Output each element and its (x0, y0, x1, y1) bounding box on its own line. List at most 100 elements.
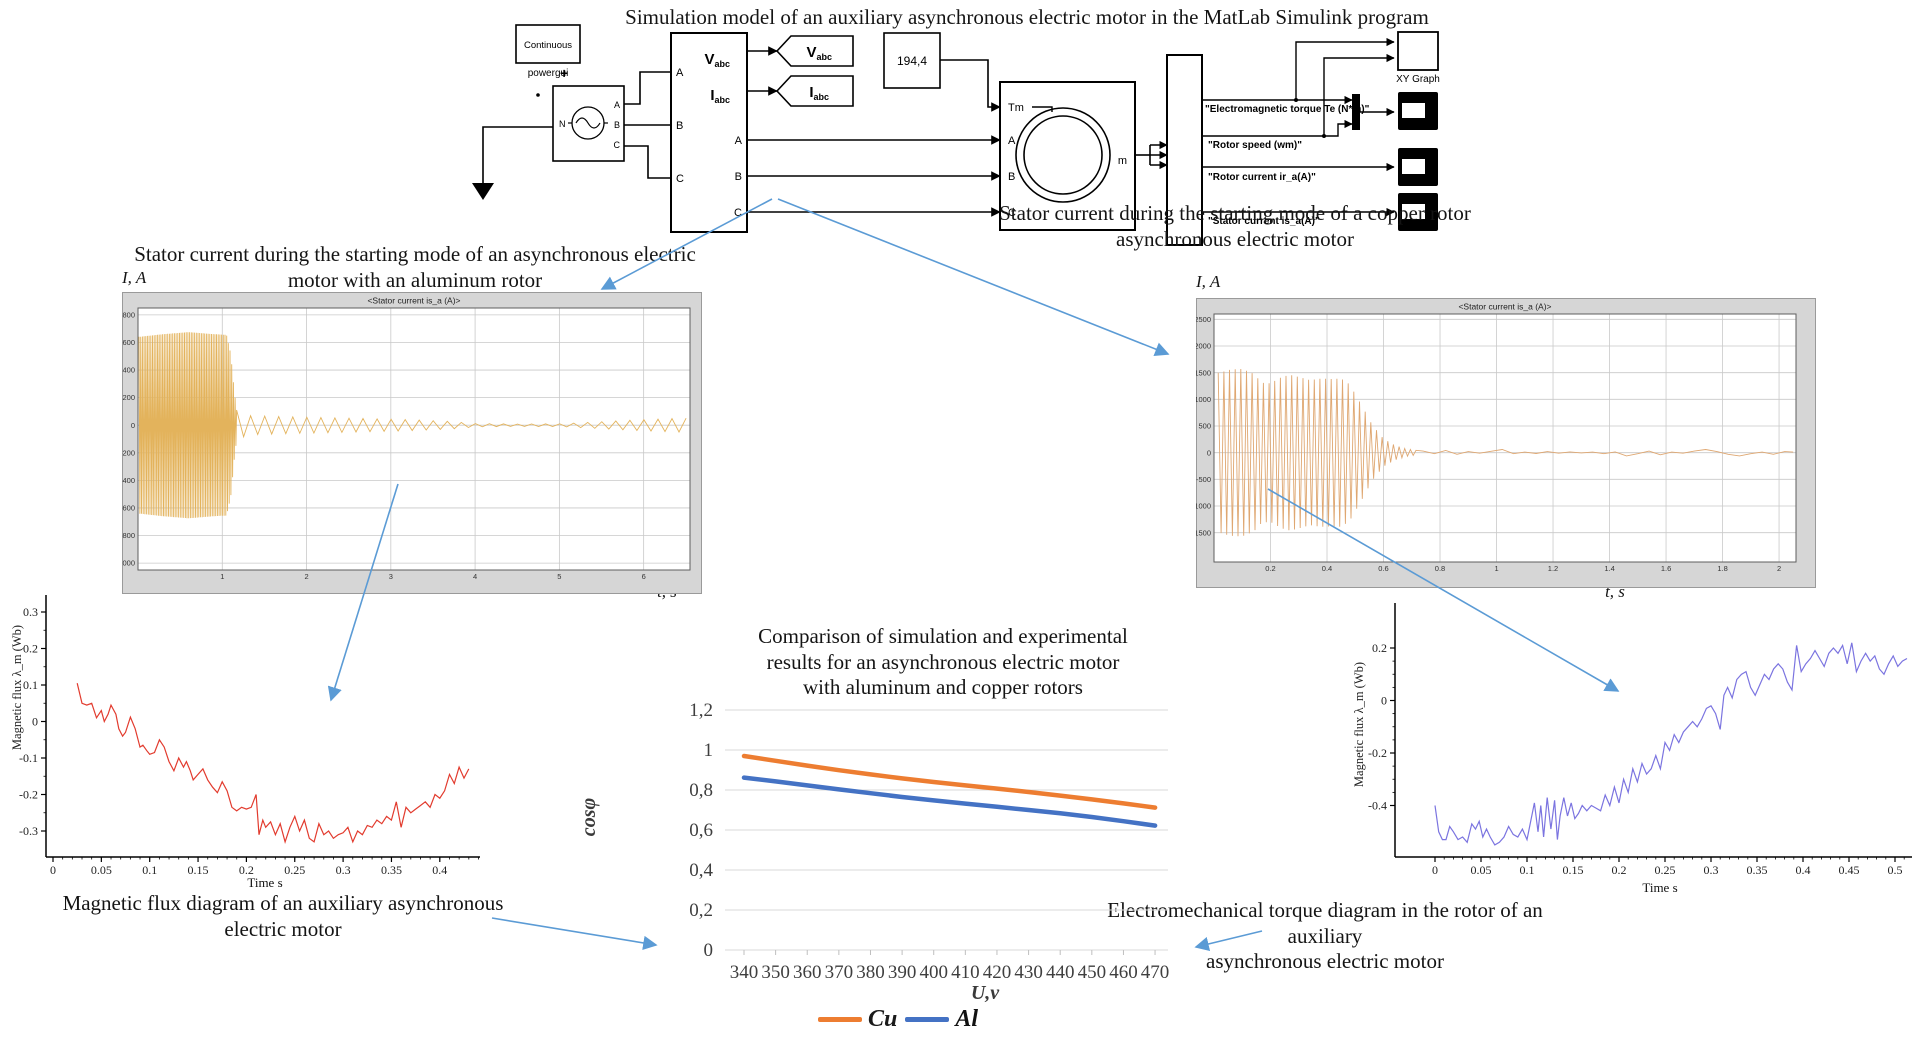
svg-text:0.1: 0.1 (1520, 863, 1535, 877)
svg-text:200: 200 (122, 393, 135, 402)
svg-text:1: 1 (1494, 564, 1498, 573)
svg-text:440: 440 (1046, 962, 1075, 983)
svg-text:C: C (734, 207, 742, 219)
svg-text:N: N (559, 119, 566, 129)
svg-text:0.35: 0.35 (1747, 863, 1768, 877)
svg-text:0.2: 0.2 (239, 863, 254, 877)
wire-a (624, 71, 671, 105)
svg-text:XY Graph: XY Graph (1396, 74, 1440, 85)
svg-text:C: C (676, 173, 684, 185)
svg-text:-0.3: -0.3 (19, 824, 38, 838)
right-scope-ylabel: I, A (1196, 272, 1221, 291)
svg-text:1,2: 1,2 (689, 700, 713, 721)
left-scope-ylabel: I, A (122, 268, 147, 287)
scope-block-1 (1398, 92, 1438, 130)
svg-text:0.3: 0.3 (23, 605, 38, 619)
al-line-swatch (905, 1017, 950, 1022)
svg-text:0.2: 0.2 (1265, 564, 1275, 573)
svg-text:-0.2: -0.2 (19, 788, 38, 802)
svg-text:0.45: 0.45 (1839, 863, 1860, 877)
legend-item-cu: Cu (818, 1006, 897, 1033)
ground-symbol (472, 126, 553, 200)
goto-iabc-tag: Iabc (775, 75, 854, 107)
svg-text:410: 410 (951, 962, 980, 983)
svg-text:-0.1: -0.1 (19, 751, 38, 765)
svg-text:450: 450 (1078, 962, 1107, 983)
svg-text:-1500: -1500 (1196, 528, 1211, 537)
scope-block-3 (1398, 193, 1438, 231)
svg-text:Iabc: Iabc (809, 84, 829, 102)
svg-text:0.2: 0.2 (1372, 641, 1387, 655)
xy-graph-block: XY Graph (1396, 31, 1440, 85)
signal-label-ir: "Rotor current ir_a(A)" (1208, 172, 1316, 183)
flux-chart: 0.3 0.2 0.1 0 -0.1 -0.2 -0.3 0 0.05 0.1 0.15 0.2 0.2… (19, 595, 480, 877)
svg-text:430: 430 (1014, 962, 1043, 983)
svg-text:Iabc: Iabc (710, 87, 730, 105)
legend-label-al: Al (955, 1006, 979, 1032)
svg-text:2: 2 (1777, 564, 1781, 573)
svg-text:0,4: 0,4 (689, 860, 713, 881)
svg-text:0.4: 0.4 (1796, 863, 1811, 877)
wires-motor-bus (1135, 140, 1168, 170)
svg-text:0.25: 0.25 (284, 863, 305, 877)
svg-text:1.8: 1.8 (1717, 564, 1727, 573)
mux-block (1352, 94, 1360, 130)
right-scope-chart: 2500 2000 1500 1000 500 0 -500 -1000 -1500 0.2 0.4… (1196, 298, 1816, 588)
scope-block-2 (1398, 148, 1438, 186)
svg-text:Continuous: Continuous (524, 40, 572, 51)
svg-text:6: 6 (642, 572, 646, 581)
torque-xlabel: Time s (1642, 880, 1678, 895)
svg-text:0.5: 0.5 (1888, 863, 1903, 877)
svg-text:0: 0 (131, 421, 135, 430)
caption-flux: Magnetic flux diagram of an auxiliary as… (62, 891, 504, 941)
svg-text:3: 3 (389, 572, 393, 581)
svg-text:Vabc: Vabc (704, 51, 730, 69)
legend-label-cu: Cu (868, 1006, 898, 1032)
svg-text:0.35: 0.35 (381, 863, 402, 877)
svg-text:400: 400 (122, 366, 135, 375)
torque-ylabel: Magnetic flux λ_m (Wb) (1352, 661, 1366, 788)
svg-text:1.4: 1.4 (1604, 564, 1614, 573)
powergui-block: Continuous powergui (515, 24, 581, 79)
svg-text:0.8: 0.8 (1435, 564, 1445, 573)
svg-text:0.15: 0.15 (1563, 863, 1584, 877)
svg-text:2000: 2000 (1196, 342, 1211, 351)
svg-text:1.6: 1.6 (1661, 564, 1671, 573)
svg-text:0.2: 0.2 (1612, 863, 1627, 877)
svg-text:5: 5 (557, 572, 561, 581)
svg-text:0.15: 0.15 (188, 863, 209, 877)
svg-text:A: A (676, 67, 684, 79)
svg-text:0: 0 (1381, 694, 1387, 708)
cu-line-swatch (818, 1017, 862, 1022)
svg-text:0.3: 0.3 (1704, 863, 1719, 877)
svg-text:0.1: 0.1 (23, 678, 38, 692)
svg-text:-1000: -1000 (1196, 502, 1211, 511)
svg-text:380: 380 (856, 962, 885, 983)
svg-text:0.6: 0.6 (1378, 564, 1388, 573)
svg-text:370: 370 (825, 962, 854, 983)
svg-text:0,2: 0,2 (689, 900, 713, 921)
constant-block: 194,4 (883, 32, 941, 89)
measurement-block: A B C Vabc Iabc A B C (670, 32, 748, 233)
svg-text:1.2: 1.2 (1548, 564, 1558, 573)
signal-label-is: "Stator current is_a(A)" (1208, 216, 1320, 227)
source-block: N A B C + (536, 65, 625, 162)
svg-text:340: 340 (730, 962, 759, 983)
wire-tm (940, 59, 1001, 112)
svg-text:-1000: -1000 (122, 559, 135, 568)
cos-ylabel: cosφ (578, 797, 600, 837)
svg-text:194,4: 194,4 (897, 54, 927, 68)
cos-legend: Cu Al (818, 1006, 978, 1033)
torque-chart: 0.2 0 -0.2 -0.4 0 0.05 0.1 0.15 0.2 0.25 0.3 0.35 0.… (1368, 603, 1912, 877)
svg-text:B: B (676, 120, 683, 132)
svg-text:390: 390 (888, 962, 917, 983)
wire-c (624, 145, 671, 179)
svg-text:C: C (614, 140, 621, 150)
svg-text:0,8: 0,8 (689, 780, 713, 801)
svg-text:-200: -200 (122, 448, 135, 457)
svg-text:470: 470 (1141, 962, 1170, 983)
svg-text:0.05: 0.05 (1471, 863, 1492, 877)
svg-text:1500: 1500 (1196, 368, 1211, 377)
svg-text:m: m (1118, 155, 1127, 167)
